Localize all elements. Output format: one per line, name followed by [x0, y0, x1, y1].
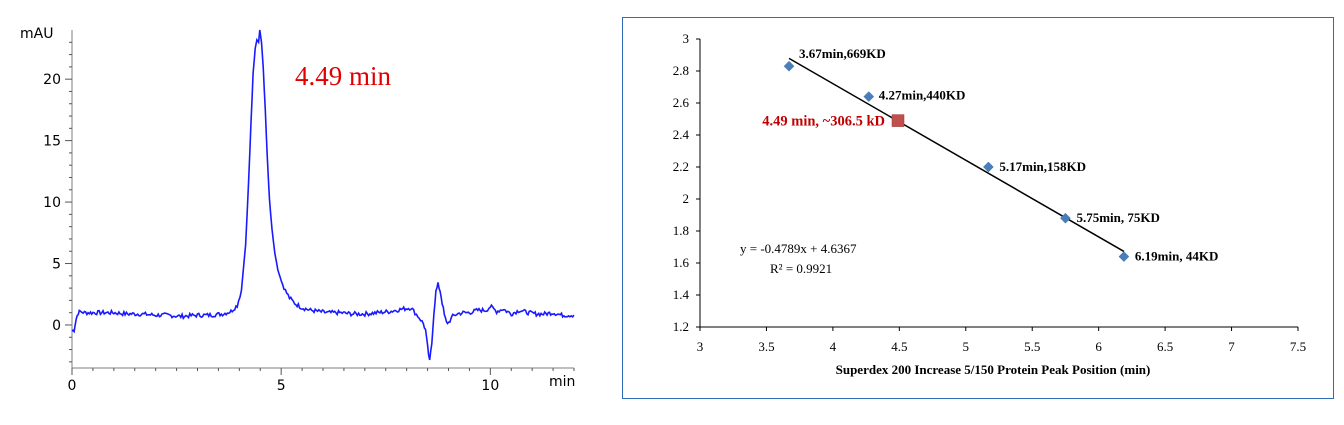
- chromatogram-panel: mAU min 4.49 min 0 5 10 15 20 0 5 10: [12, 18, 580, 396]
- standard-point-label: 5.75min, 75KD: [1076, 210, 1159, 225]
- y-tick-label: 5: [52, 257, 61, 273]
- x-tick-label: 6: [1095, 339, 1102, 354]
- standard-point: [783, 60, 795, 72]
- standard-point: [863, 91, 875, 102]
- r-squared-label: R² = 0.9921: [770, 261, 832, 276]
- y-tick-label: 1.6: [673, 255, 690, 270]
- standard-point: [1060, 212, 1071, 224]
- y-tick-label: 3: [683, 31, 690, 46]
- unknown-sample-point: [891, 114, 905, 127]
- calibration-marks: 3.67min,669KD 4.27min,440KD 5.17min,158KD 5…: [762, 46, 1218, 263]
- x-tick-label: 5: [277, 378, 286, 394]
- standard-point: [1118, 251, 1130, 262]
- calibration-chart: 1.2 1.4 1.6 1.8 2 2.2 2.4 2.6 2.8 3 3 3.5 4 4.5 5 5.5 6 6…: [623, 18, 1332, 397]
- standard-point-label: 3.67min,669KD: [799, 46, 886, 61]
- standard-point-label: 5.17min,158KD: [999, 159, 1086, 174]
- peak-annotation: 4.49 min: [295, 61, 392, 91]
- y-tick-label: 2.8: [673, 63, 689, 78]
- equation-label: y = -0.4789x + 4.6367: [740, 241, 857, 256]
- calibration-axes: 1.2 1.4 1.6 1.8 2 2.2 2.4 2.6 2.8 3 3 3.5 4 4.5 5 5.5 6 6…: [673, 31, 1306, 354]
- y-tick-label: 20: [43, 72, 61, 88]
- x-tick-label: 4: [830, 339, 837, 354]
- x-tick-label: 3.5: [758, 339, 774, 354]
- y-tick-label: 1.8: [673, 223, 689, 238]
- standard-point-label: 4.27min,440KD: [879, 88, 966, 103]
- x-tick-label: 7: [1228, 339, 1235, 354]
- chromatogram-axes: 0 5 10 15 20 0 5 10: [43, 30, 575, 394]
- x-tick-label: 5.5: [1024, 339, 1040, 354]
- y-tick-label: 2.4: [673, 127, 690, 142]
- x-tick-label: 7.5: [1290, 339, 1306, 354]
- y-tick-label: 2.2: [673, 159, 689, 174]
- x-tick-label: 10: [481, 378, 499, 394]
- chromatogram-chart: mAU min 4.49 min 0 5 10 15 20 0 5 10: [12, 18, 580, 396]
- y-tick-label: 15: [43, 134, 61, 150]
- x-tick-label: 6.5: [1157, 339, 1173, 354]
- x-axis-unit-label: min: [549, 374, 575, 390]
- x-axis-title: Superdex 200 Increase 5/150 Protein Peak…: [836, 362, 1151, 377]
- y-tick-label: 2: [683, 191, 690, 206]
- y-tick-label: 10: [43, 195, 61, 211]
- standard-point: [983, 161, 994, 173]
- standard-point-label: 6.19min, 44KD: [1135, 249, 1218, 264]
- y-tick-label: 1.2: [673, 319, 689, 334]
- x-tick-label: 3: [697, 339, 704, 354]
- calibration-panel: 1.2 1.4 1.6 1.8 2 2.2 2.4 2.6 2.8 3 3 3.5 4 4.5 5 5.5 6 6…: [622, 17, 1334, 399]
- x-tick-label: 0: [68, 378, 77, 394]
- x-tick-label: 4.5: [891, 339, 907, 354]
- y-tick-label: 1.4: [673, 287, 690, 302]
- chromatogram-trace: [71, 29, 575, 361]
- y-tick-label: 2.6: [673, 95, 690, 110]
- x-tick-label: 5: [963, 339, 970, 354]
- chromatogram-line: [71, 29, 575, 361]
- y-tick-label: 0: [52, 318, 61, 334]
- unknown-sample-label: 4.49 min, ~306.5 kD: [762, 114, 885, 130]
- y-axis-unit-label: mAU: [20, 26, 53, 42]
